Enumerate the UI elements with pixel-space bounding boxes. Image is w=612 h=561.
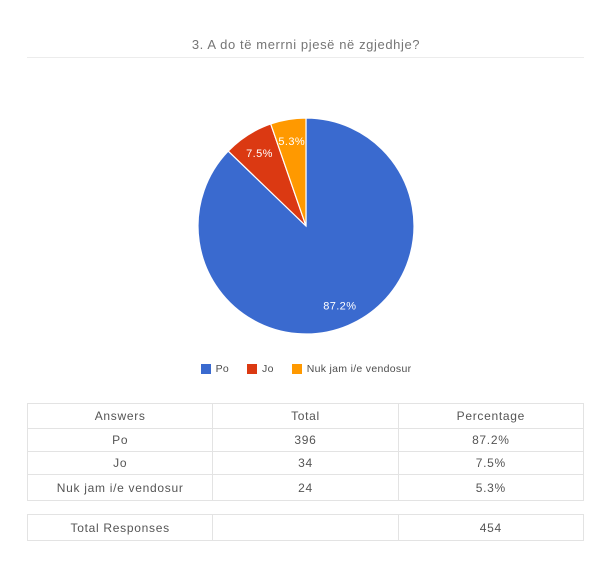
title-divider [27, 57, 584, 58]
results-table-header-row: Answers Total Percentage [26, 403, 585, 429]
cell-percentage: 7.5% [397, 451, 585, 475]
cell-percentage: 87.2% [397, 428, 585, 452]
cell-total: 24 [212, 474, 399, 501]
legend-item-po: Po [200, 363, 230, 375]
legend-item-nuk-jam: Nuk jam i/e vendosur [291, 363, 412, 375]
chart-title: 3. A do të merrni pjesë në zgjedhje? [191, 37, 421, 52]
cell-percentage: 5.3% [397, 474, 585, 501]
total-responses-value: 454 [397, 514, 585, 541]
total-responses-row: Total Responses 454 [26, 514, 585, 541]
legend-label-po: Po [215, 363, 230, 375]
cell-answer: Jo [26, 451, 214, 475]
table-row: Jo 34 7.5% [26, 451, 585, 475]
pie-slice-nuk-jam-i-e-vendosur[interactable] [269, 117, 307, 227]
header-total: Total [212, 403, 399, 429]
legend-swatch-jo-icon [247, 364, 258, 374]
header-answers: Answers [26, 403, 214, 429]
legend-swatch-nuk-jam-icon [291, 364, 302, 374]
cell-answer: Nuk jam i/e vendosur [26, 474, 214, 501]
cell-answer: Po [26, 428, 214, 452]
total-responses-label: Total Responses [26, 514, 214, 541]
pie-chart: 87.2% 7.5% 5.3% [166, 86, 446, 366]
pie-slice-label: 5.3% [278, 136, 305, 148]
pie-slice-label: 7.5% [246, 148, 273, 160]
cell-total: 396 [212, 428, 399, 452]
cell-total: 34 [212, 451, 399, 475]
table-row: Po 396 87.2% [26, 428, 585, 452]
table-row: Nuk jam i/e vendosur 24 5.3% [26, 474, 585, 501]
legend-label-jo: Jo [262, 363, 274, 375]
header-percentage: Percentage [397, 403, 585, 429]
chart-legend: Po Jo Nuk jam i/e vendosur [0, 363, 612, 375]
total-responses-empty-cell [212, 514, 399, 541]
pie-chart-svg: 87.2% 7.5% 5.3% [197, 117, 415, 335]
legend-swatch-po-icon [200, 364, 211, 374]
legend-label-nuk-jam: Nuk jam i/e vendosur [306, 363, 412, 375]
legend-item-jo: Jo [247, 363, 274, 375]
results-table: Answers Total Percentage Po 396 87.2% Jo… [26, 403, 585, 501]
total-responses-table: Total Responses 454 [26, 514, 585, 541]
pie-slice-label: 87.2% [323, 301, 356, 313]
